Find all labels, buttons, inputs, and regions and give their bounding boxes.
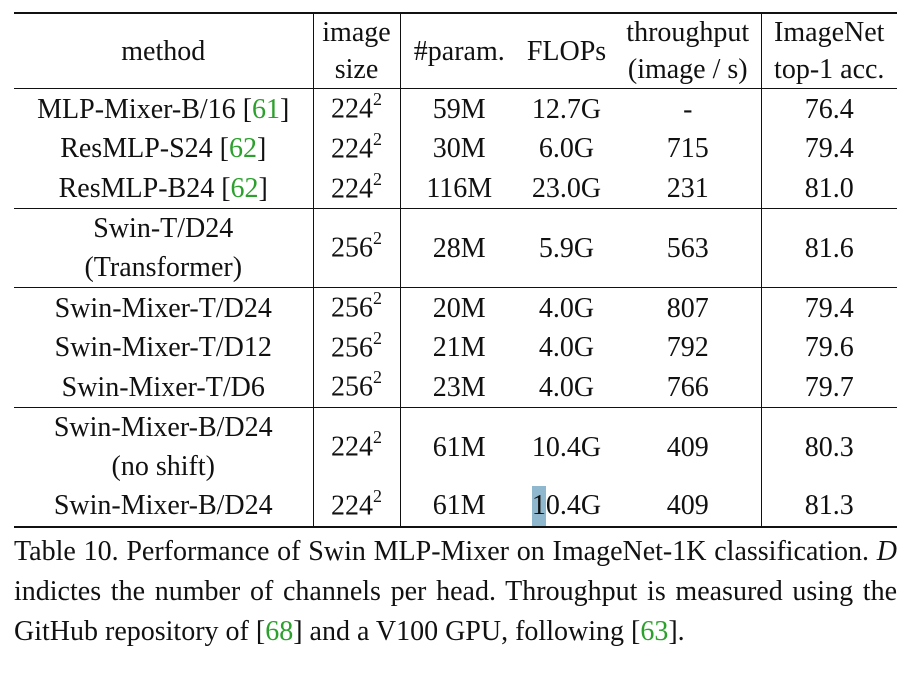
table-group-baselines: MLP-Mixer-B/16 [61] 2242 59M 12.7G - 76.… [14, 88, 897, 210]
cell-flops: 4.0G [538, 292, 595, 324]
cell-accuracy: 79.4 [804, 133, 854, 165]
cell-flops: 4.0G [518, 367, 615, 408]
citation-link[interactable]: 62 [230, 172, 259, 204]
header-throughput-line2: (image / s) [627, 54, 748, 86]
header-image-size: image size [313, 12, 401, 90]
cell-accuracy: 81.6 [761, 208, 897, 289]
cell-image-size: 2562 [313, 327, 401, 368]
cell-accuracy: 80.3 [804, 431, 854, 463]
cell-params: 20M [432, 292, 486, 324]
header-params: #param. [400, 12, 518, 90]
caption-prefix: Table 10. Performance of Swin MLP-Mixer … [14, 536, 869, 567]
cell-params: 28M [400, 208, 518, 289]
cell-method: Swin-Mixer-T/D12 [14, 327, 314, 368]
table-row: Swin-Mixer-T/D6 2562 23M 4.0G 766 79.7 [14, 367, 897, 408]
cell-throughput: 766 [615, 367, 762, 408]
text-cursor-highlight: 1 [531, 486, 546, 526]
cell-method: ResMLP-B24 [62] [14, 168, 314, 210]
table-row: Swin-Mixer-B/D24 (no shift) 2242 61M 10.4… [14, 407, 897, 487]
citation-link[interactable]: 63 [640, 616, 669, 647]
table-row: Swin-Mixer-T/D12 2562 21M 4.0G 792 79.6 [14, 327, 897, 368]
cell-method: ResMLP-S24 [62] [14, 128, 314, 169]
header-accuracy: ImageNet top-1 acc. [761, 12, 897, 90]
header-accuracy-line2: top-1 acc. [774, 54, 885, 86]
cell-params: 116M [400, 168, 518, 210]
cell-throughput: 807 [615, 287, 762, 328]
cell-params: 61M [400, 486, 518, 528]
header-throughput: throughput (image / s) [615, 12, 762, 90]
caption-variable: D [876, 536, 898, 567]
table-row: ResMLP-B24 [62] 2242 116M 23.0G 231 81.0 [14, 168, 897, 210]
table-row: MLP-Mixer-B/16 [61] 2242 59M 12.7G - 76.… [14, 88, 897, 129]
cell-accuracy: 76.4 [804, 93, 854, 125]
caption-middle: indictes the number of channels per head… [14, 576, 897, 647]
cell-image-size: 2242 [313, 407, 401, 487]
citation-link[interactable]: 68 [265, 616, 294, 647]
results-table-container: method image size #param. FLOPs throughp… [14, 12, 897, 528]
cell-flops: 4.0G [538, 332, 595, 364]
results-table: method image size #param. FLOPs throughp… [14, 12, 897, 528]
cell-flops: 6.0G [538, 133, 595, 165]
table-group-transformer: Swin-T/D24 (Transformer) 2562 28M 5.9G 56… [14, 208, 897, 289]
cell-accuracy: 81.3 [761, 486, 897, 528]
table-row: Swin-Mixer-T/D24 2562 20M 4.0G 807 79.4 [14, 287, 897, 328]
cell-method: Swin-Mixer-T/D6 [14, 367, 314, 408]
cell-flops: 10.4G [518, 486, 615, 528]
cell-method: Swin-Mixer-B/D24 [14, 486, 314, 528]
cell-params: 30M [432, 133, 486, 165]
table-group-swin-mixer-tiny: Swin-Mixer-T/D24 2562 20M 4.0G 807 79.4 … [14, 287, 897, 408]
cell-image-size: 2242 [313, 168, 401, 210]
citation-link[interactable]: 62 [228, 133, 257, 165]
cell-params: 61M [432, 431, 486, 463]
table-group-swin-mixer-base: Swin-Mixer-B/D24 (no shift) 2242 61M 10.4… [14, 407, 897, 528]
cell-image-size: 2242 [313, 486, 401, 528]
cell-flops: 23.0G [518, 168, 615, 210]
cell-method: Swin-T/D24 (Transformer) [14, 208, 314, 289]
cell-image-size: 2242 [313, 128, 401, 169]
cell-method: MLP-Mixer-B/16 [61] [14, 88, 314, 129]
cell-params: 21M [432, 332, 486, 364]
header-image-size-line1: image [322, 17, 391, 48]
cell-flops: 5.9G [518, 208, 615, 289]
cell-params: 59M [432, 93, 486, 125]
header-accuracy-line1: ImageNet [774, 17, 885, 48]
header-row: method image size #param. FLOPs throughp… [14, 12, 897, 90]
cell-throughput: 409 [615, 407, 762, 487]
header-throughput-line1: throughput [626, 17, 750, 48]
cell-image-size: 2562 [313, 208, 401, 289]
cell-throughput: 715 [615, 128, 762, 169]
header-flops: FLOPs [518, 12, 615, 90]
table-row: Swin-T/D24 (Transformer) 2562 28M 5.9G 56… [14, 208, 897, 289]
cell-throughput: 231 [615, 168, 762, 210]
header-image-size-line2: size [334, 54, 379, 86]
table-row: Swin-Mixer-B/D24 2242 61M 10.4G 409 81.3 [14, 486, 897, 528]
cell-accuracy: 79.4 [804, 292, 854, 324]
cell-accuracy: 79.6 [804, 332, 854, 364]
cell-throughput: - [615, 88, 762, 129]
cell-accuracy: 79.7 [761, 367, 897, 408]
cell-throughput: 563 [615, 208, 762, 289]
cell-accuracy: 81.0 [761, 168, 897, 210]
citation-link[interactable]: 61 [252, 93, 281, 125]
cell-flops: 10.4G [531, 431, 602, 463]
cell-throughput: 409 [615, 486, 762, 528]
cell-method: Swin-Mixer-T/D24 [14, 287, 314, 328]
cell-throughput: 792 [615, 327, 762, 368]
cell-image-size: 2562 [313, 367, 401, 408]
caption-after-ref1: ] and a V100 GPU, following [ [293, 616, 641, 647]
header-method: method [14, 12, 314, 90]
cell-flops: 12.7G [531, 93, 602, 125]
cell-params: 23M [400, 367, 518, 408]
cell-method: Swin-Mixer-B/D24 (no shift) [14, 407, 314, 487]
cell-image-size: 2242 [313, 88, 401, 129]
cell-image-size: 2562 [313, 287, 401, 328]
caption-suffix: ]. [668, 616, 685, 647]
table-row: ResMLP-S24 [62] 2242 30M 6.0G 715 79.4 [14, 128, 897, 169]
table-caption: Table 10. Performance of Swin MLP-Mixer … [14, 532, 897, 652]
